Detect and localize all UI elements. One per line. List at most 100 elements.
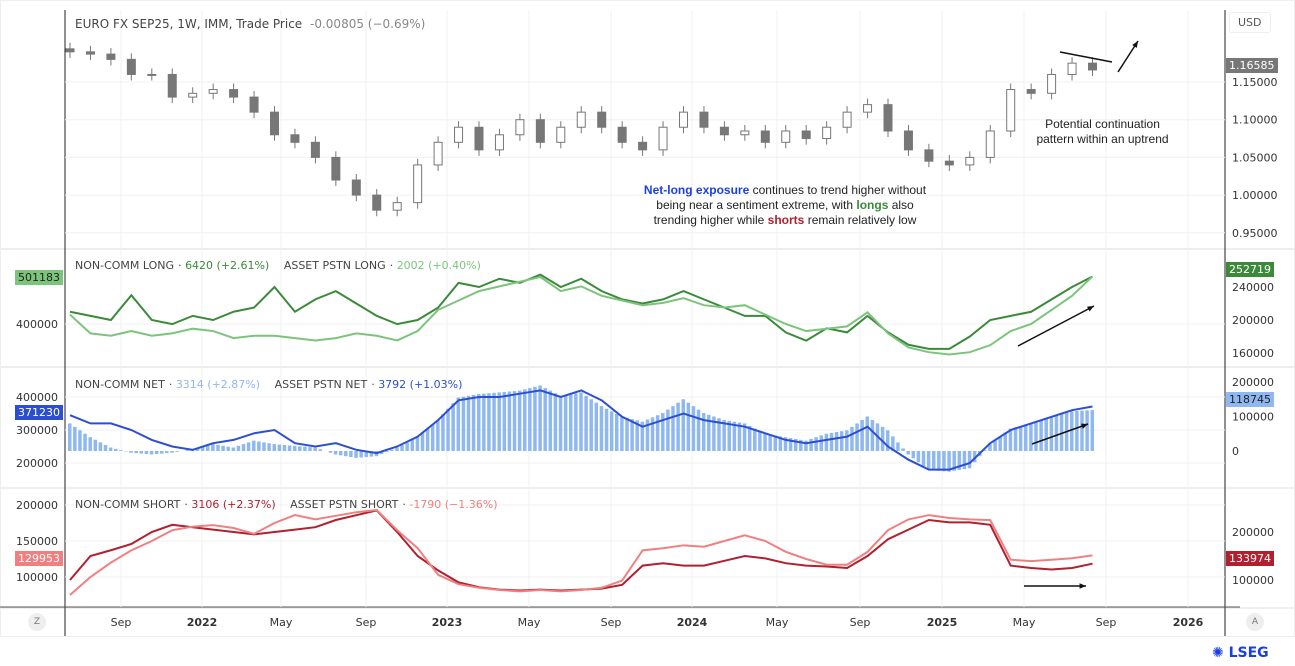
left-tag-long: 501183 bbox=[15, 270, 63, 285]
net-bar bbox=[144, 451, 149, 455]
net-bar bbox=[768, 434, 772, 451]
net-bar bbox=[845, 430, 849, 451]
legend-value: -1790 (−1.36%) bbox=[409, 498, 498, 511]
legend-value: 2002 (+0.40%) bbox=[396, 259, 481, 272]
left-tick-label: 100000 bbox=[16, 571, 58, 584]
net-bar bbox=[154, 451, 159, 455]
right-tick-label: 200000 bbox=[1232, 376, 1274, 389]
net-bar bbox=[384, 451, 389, 452]
net-bar bbox=[691, 406, 696, 451]
net-bar bbox=[226, 446, 230, 451]
net-bar bbox=[517, 390, 522, 451]
net-bar bbox=[338, 451, 343, 456]
annotation-text: being near a sentiment extreme, with bbox=[656, 198, 857, 212]
candle-body bbox=[924, 149, 934, 162]
net-bar bbox=[783, 437, 788, 451]
net-bar bbox=[170, 451, 174, 453]
candle-body bbox=[1047, 73, 1057, 94]
net-bar bbox=[129, 451, 133, 453]
candle-body bbox=[413, 164, 423, 204]
net-bar bbox=[195, 447, 200, 451]
annotation-text: also bbox=[888, 198, 914, 212]
net-bar bbox=[645, 419, 650, 451]
time-tick-label: Sep bbox=[850, 616, 871, 629]
long-trend-arrow bbox=[1017, 305, 1095, 347]
net-bar bbox=[456, 397, 461, 451]
net-bar bbox=[185, 450, 190, 451]
net-bar bbox=[916, 451, 921, 463]
net-bar bbox=[272, 444, 276, 451]
time-tick-label: 2023 bbox=[432, 616, 463, 629]
net-bar bbox=[635, 420, 639, 451]
candle-body bbox=[883, 104, 893, 132]
net-bar bbox=[712, 416, 716, 451]
candle-body bbox=[454, 126, 464, 143]
net-bar bbox=[471, 394, 476, 451]
left-tick-label: 300000 bbox=[16, 424, 58, 437]
asset-long-line bbox=[69, 275, 1094, 356]
candle-body bbox=[944, 160, 954, 166]
net-bar bbox=[246, 442, 251, 451]
net-bar bbox=[200, 446, 205, 451]
legend-asset-short: ASSET PSTN SHORT bbox=[290, 498, 399, 511]
zoom-reset-button[interactable]: Z bbox=[28, 613, 46, 631]
net-bar bbox=[364, 451, 368, 458]
right-tag-long: 252719 bbox=[1226, 262, 1274, 277]
candle-body bbox=[1006, 89, 1016, 132]
net-bar bbox=[1044, 418, 1048, 451]
net-bar bbox=[267, 443, 271, 451]
candle-body bbox=[65, 48, 75, 53]
candle-body bbox=[535, 119, 545, 143]
net-bar bbox=[988, 444, 992, 451]
net-bar bbox=[405, 442, 409, 451]
net-bar bbox=[558, 395, 563, 451]
candle-body bbox=[229, 89, 239, 98]
short-flat-arrow-head bbox=[1079, 583, 1086, 589]
candle-body bbox=[556, 126, 566, 143]
candle-body bbox=[351, 179, 361, 196]
net-bar bbox=[83, 433, 87, 451]
net-bar bbox=[206, 445, 210, 451]
net-bar bbox=[809, 438, 813, 451]
net-bar bbox=[400, 444, 404, 451]
net-bar bbox=[134, 451, 138, 454]
net-bar bbox=[579, 392, 583, 451]
candle-body bbox=[863, 104, 873, 113]
net-bar bbox=[548, 390, 553, 451]
net-bar bbox=[983, 450, 987, 451]
candle-body bbox=[290, 134, 300, 143]
left-tag-short: 129953 bbox=[15, 551, 63, 566]
candle-body bbox=[249, 96, 259, 113]
candle-body bbox=[310, 141, 320, 158]
net-legend: NON-COMM NET · 3314 (+2.87%) ASSET PSTN N… bbox=[75, 378, 463, 391]
net-bar bbox=[804, 440, 808, 451]
net-bar bbox=[1034, 421, 1038, 451]
right-tick-label: 200000 bbox=[1232, 314, 1274, 327]
net-bar bbox=[696, 409, 701, 451]
right-tick-label: 0 bbox=[1232, 445, 1239, 458]
net-bar bbox=[650, 417, 655, 451]
lseg-emblem-icon: ✺ bbox=[1212, 645, 1224, 661]
net-bar bbox=[707, 414, 711, 451]
net-bar bbox=[221, 445, 225, 451]
candle-body bbox=[1026, 89, 1036, 94]
net-bar bbox=[773, 435, 777, 451]
auto-scale-button[interactable]: A bbox=[1246, 613, 1264, 631]
legend-asset-net: ASSET PSTN NET bbox=[274, 378, 368, 391]
candle-body bbox=[392, 202, 402, 211]
net-bar bbox=[584, 395, 588, 451]
net-bar bbox=[430, 424, 435, 451]
trendline bbox=[1059, 51, 1113, 63]
candle-body bbox=[494, 134, 504, 151]
currency-button[interactable]: USD bbox=[1229, 12, 1271, 33]
net-bar bbox=[891, 436, 895, 451]
net-bar bbox=[839, 431, 844, 451]
net-bar bbox=[73, 426, 77, 451]
net-bar bbox=[850, 426, 854, 451]
net-bar bbox=[349, 451, 353, 458]
candle-body bbox=[106, 53, 116, 60]
net-bar bbox=[502, 391, 507, 451]
net-bar bbox=[287, 445, 292, 451]
